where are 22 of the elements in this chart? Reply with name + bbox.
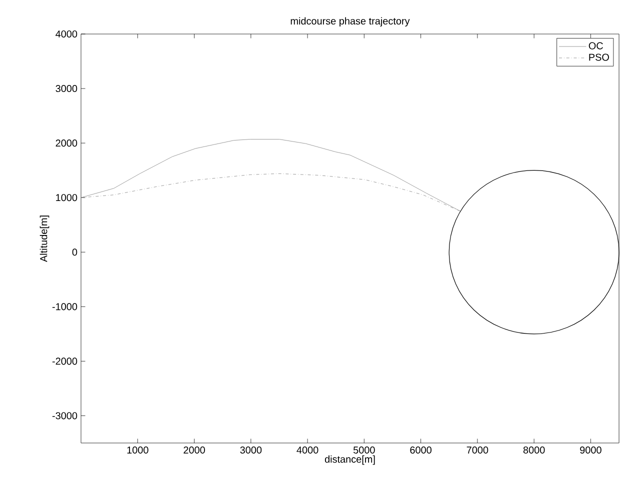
legend-label: OC [588, 42, 603, 50]
x-tick-label: 2000 [184, 446, 205, 454]
x-tick-label: 8000 [523, 446, 545, 454]
y-tick-label: 1000 [56, 194, 78, 202]
x-tick-label: 6000 [410, 446, 432, 454]
y-tick-label: -3000 [52, 412, 78, 420]
x-tick-label: 3000 [240, 446, 262, 454]
y-tick-label: 2000 [56, 140, 78, 147]
y-tick-label: 3000 [56, 85, 78, 92]
x-tick-label: 1000 [127, 446, 148, 454]
y-tick-label: 0 [72, 248, 78, 256]
chart-title: midcourse phase trajectory [290, 17, 410, 27]
y-tick-label: 4000 [56, 30, 78, 38]
legend-label: PSO [589, 54, 609, 61]
x-tick-label: 7000 [466, 446, 488, 454]
x-tick-label: 5000 [353, 446, 375, 454]
y-axis-title: Altitude[m] [40, 216, 50, 262]
x-tick-label: 4000 [296, 446, 318, 454]
x-tick-label: 9000 [580, 446, 602, 454]
y-tick-label: -1000 [52, 303, 78, 310]
y-tick-label: -2000 [52, 358, 78, 365]
x-axis-title: distance[m] [324, 455, 375, 465]
